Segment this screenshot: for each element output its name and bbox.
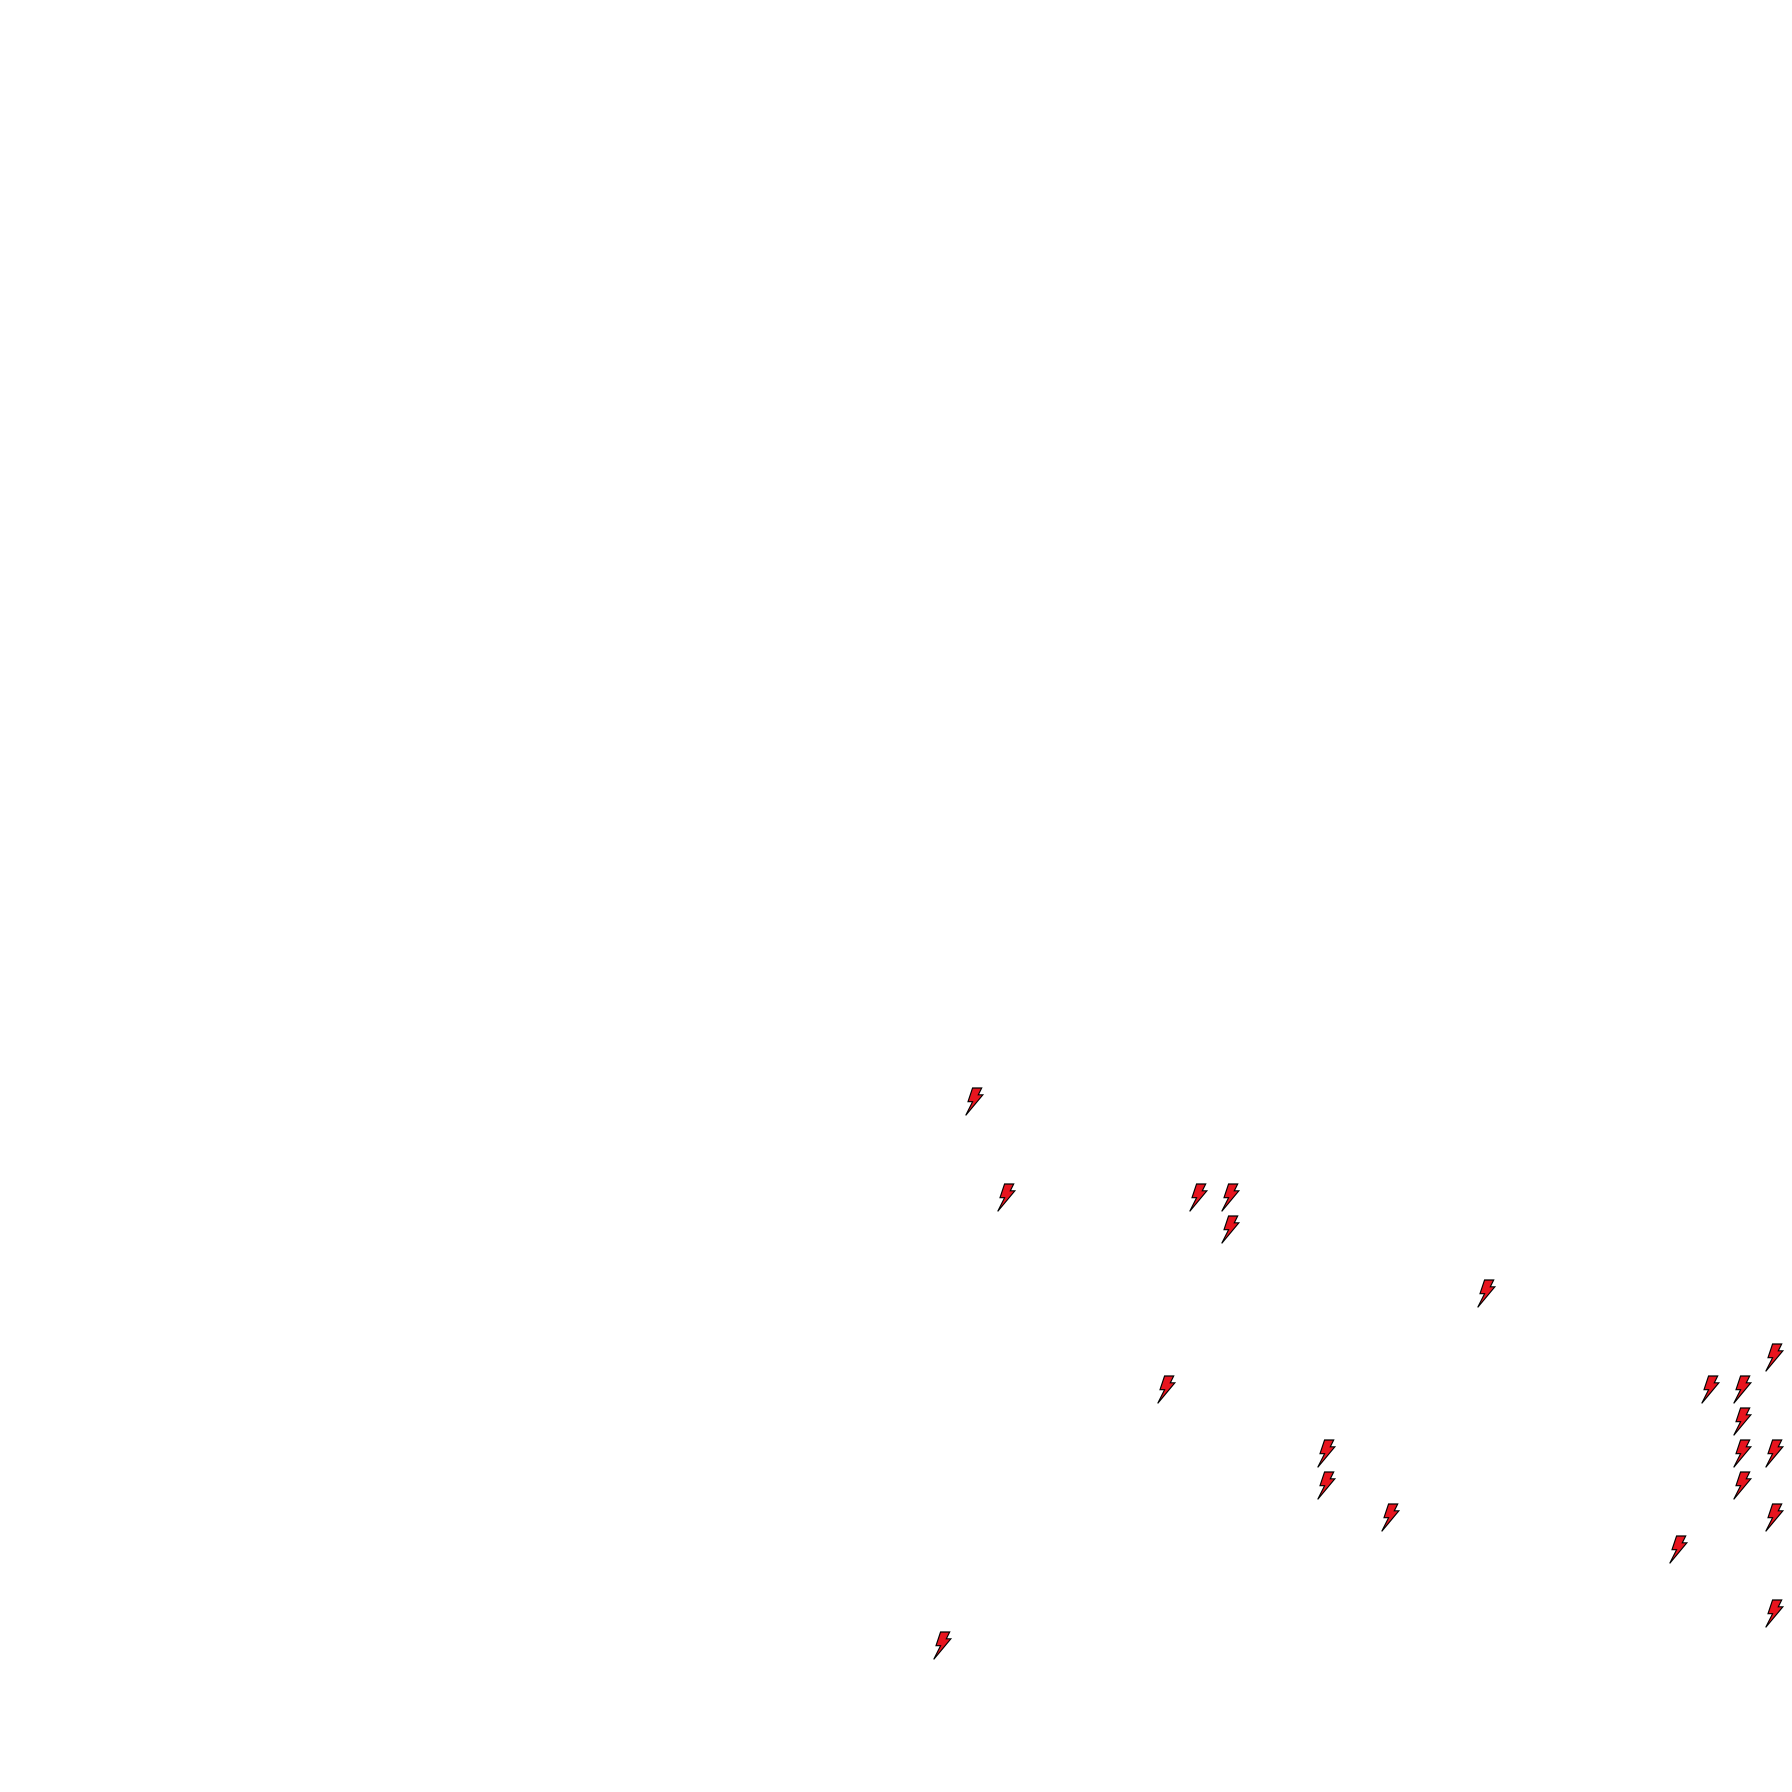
lightning-marker xyxy=(1733,1375,1752,1405)
lightning-marker xyxy=(1733,1407,1752,1437)
lightning-marker xyxy=(1157,1375,1176,1405)
lightning-marker xyxy=(1317,1439,1336,1469)
lightning-marker xyxy=(997,1183,1016,1213)
lightning-marker xyxy=(1765,1343,1784,1373)
lightning-marker xyxy=(1765,1503,1784,1533)
lightning-marker xyxy=(1189,1183,1208,1213)
lightning-marker xyxy=(1765,1599,1784,1629)
lightning-marker xyxy=(1733,1471,1752,1501)
lightning-marker xyxy=(965,1087,984,1117)
lightning-marker xyxy=(1477,1279,1496,1309)
lightning-marker xyxy=(933,1631,952,1661)
lightning-marker xyxy=(1221,1215,1240,1245)
lightning-marker xyxy=(1765,1439,1784,1469)
lightning-marker xyxy=(1381,1503,1400,1533)
marker-layer xyxy=(933,1087,1784,1661)
lightning-marker xyxy=(1669,1535,1688,1565)
lightning-marker xyxy=(1317,1471,1336,1501)
lightning-marker xyxy=(1221,1183,1240,1213)
lightning-marker xyxy=(1733,1439,1752,1469)
lightning-marker xyxy=(1701,1375,1720,1405)
